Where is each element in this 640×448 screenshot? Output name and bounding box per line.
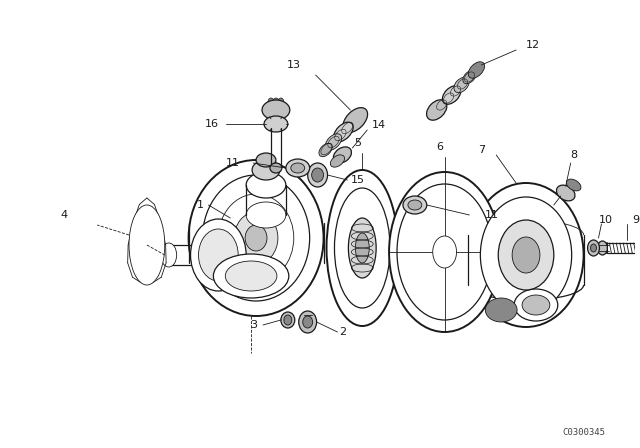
Ellipse shape (278, 98, 284, 106)
Ellipse shape (202, 175, 310, 301)
Text: 11: 11 (484, 210, 499, 220)
Ellipse shape (189, 160, 324, 316)
Ellipse shape (129, 205, 164, 285)
Ellipse shape (308, 163, 328, 187)
Ellipse shape (556, 185, 575, 201)
Ellipse shape (299, 311, 317, 333)
Ellipse shape (514, 289, 558, 321)
Ellipse shape (286, 159, 310, 177)
Ellipse shape (433, 236, 456, 268)
Text: 9: 9 (632, 215, 639, 225)
Text: 15: 15 (350, 175, 364, 185)
Text: 1: 1 (196, 200, 204, 210)
Ellipse shape (333, 147, 351, 163)
Ellipse shape (355, 233, 369, 263)
Text: 16: 16 (204, 119, 218, 129)
Text: 13: 13 (287, 60, 301, 70)
Ellipse shape (442, 86, 461, 104)
Ellipse shape (468, 62, 484, 78)
Ellipse shape (252, 160, 280, 180)
Text: 7: 7 (478, 145, 485, 155)
Text: 14: 14 (372, 120, 387, 130)
Ellipse shape (191, 219, 246, 291)
Ellipse shape (389, 172, 500, 332)
Ellipse shape (427, 100, 447, 120)
Ellipse shape (325, 134, 342, 150)
Ellipse shape (330, 155, 344, 167)
Text: 4: 4 (60, 210, 67, 220)
Ellipse shape (335, 188, 390, 308)
Ellipse shape (262, 100, 290, 120)
Ellipse shape (213, 254, 289, 298)
Ellipse shape (326, 170, 398, 326)
Ellipse shape (468, 183, 584, 327)
Ellipse shape (198, 229, 238, 281)
Ellipse shape (234, 212, 278, 264)
Ellipse shape (512, 237, 540, 273)
Ellipse shape (273, 98, 279, 106)
Text: 3: 3 (250, 320, 257, 330)
Ellipse shape (270, 163, 282, 173)
Text: 10: 10 (598, 215, 612, 225)
Ellipse shape (403, 196, 427, 214)
Ellipse shape (333, 122, 353, 142)
Ellipse shape (319, 143, 332, 157)
Ellipse shape (225, 261, 277, 291)
Ellipse shape (281, 312, 295, 328)
Ellipse shape (498, 220, 554, 290)
Ellipse shape (408, 200, 422, 210)
Ellipse shape (343, 108, 367, 132)
Ellipse shape (312, 168, 324, 182)
Ellipse shape (256, 153, 276, 167)
Text: 12: 12 (526, 40, 540, 50)
Ellipse shape (588, 240, 600, 256)
Text: C0300345: C0300345 (563, 428, 605, 437)
Ellipse shape (246, 202, 286, 228)
Ellipse shape (485, 298, 517, 322)
Ellipse shape (268, 98, 274, 106)
Text: 11: 11 (226, 158, 240, 168)
Ellipse shape (284, 315, 292, 325)
Text: 8: 8 (570, 150, 577, 160)
Ellipse shape (454, 78, 469, 93)
Ellipse shape (246, 172, 286, 198)
Text: 6: 6 (436, 142, 443, 152)
Ellipse shape (348, 218, 376, 278)
Ellipse shape (303, 316, 312, 328)
Ellipse shape (291, 163, 305, 173)
Ellipse shape (591, 244, 596, 252)
Ellipse shape (598, 241, 607, 255)
Ellipse shape (522, 295, 550, 315)
Ellipse shape (245, 225, 267, 251)
Text: 5: 5 (354, 138, 361, 148)
Ellipse shape (481, 197, 572, 313)
Ellipse shape (161, 243, 177, 267)
Ellipse shape (264, 116, 288, 132)
Text: 2: 2 (339, 327, 347, 337)
Ellipse shape (566, 179, 581, 191)
Ellipse shape (397, 184, 492, 320)
Ellipse shape (218, 194, 294, 282)
Ellipse shape (463, 70, 476, 84)
